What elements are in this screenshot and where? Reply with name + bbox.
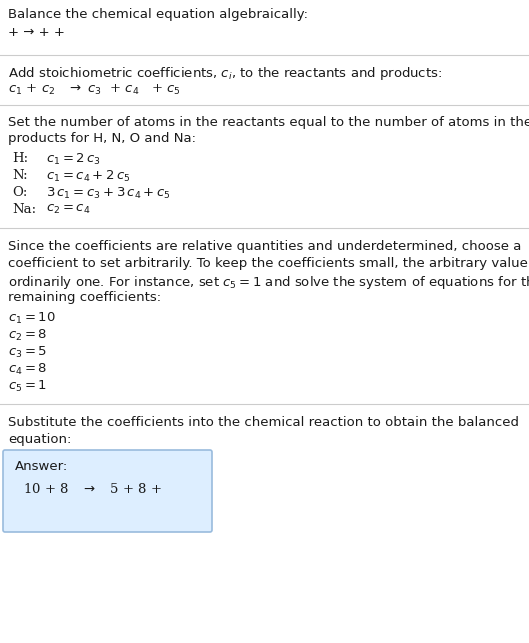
Text: $c_1$ + $c_2$   $\rightarrow$ $c_3$  + $c_4$   + $c_5$: $c_1$ + $c_2$ $\rightarrow$ $c_3$ + $c_4…	[8, 83, 181, 97]
Text: $3\,c_1 = c_3 + 3\,c_4 + c_5$: $3\,c_1 = c_3 + 3\,c_4 + c_5$	[46, 186, 171, 201]
Text: $c_4 = 8$: $c_4 = 8$	[8, 362, 47, 377]
Text: $c_5 = 1$: $c_5 = 1$	[8, 379, 47, 394]
Text: $c_1 = c_4 + 2\,c_5$: $c_1 = c_4 + 2\,c_5$	[46, 169, 131, 184]
Text: Answer:: Answer:	[15, 460, 68, 473]
Text: $c_1 = 2\,c_3$: $c_1 = 2\,c_3$	[46, 152, 101, 167]
Text: O:: O:	[12, 186, 28, 199]
Text: Balance the chemical equation algebraically:: Balance the chemical equation algebraica…	[8, 8, 308, 21]
FancyBboxPatch shape	[3, 450, 212, 532]
Text: ordinarily one. For instance, set $c_5 = 1$ and solve the system of equations fo: ordinarily one. For instance, set $c_5 =…	[8, 274, 529, 291]
Text: Add stoichiometric coefficients, $c_i$, to the reactants and products:: Add stoichiometric coefficients, $c_i$, …	[8, 65, 442, 82]
Text: equation:: equation:	[8, 433, 71, 446]
Text: $c_1 = 10$: $c_1 = 10$	[8, 311, 56, 326]
Text: coefficient to set arbitrarily. To keep the coefficients small, the arbitrary va: coefficient to set arbitrarily. To keep …	[8, 257, 529, 270]
Text: products for H, N, O and Na:: products for H, N, O and Na:	[8, 132, 196, 145]
Text: $c_2 = c_4$: $c_2 = c_4$	[46, 203, 90, 216]
Text: remaining coefficients:: remaining coefficients:	[8, 291, 161, 304]
Text: $c_2 = 8$: $c_2 = 8$	[8, 328, 47, 343]
Text: Substitute the coefficients into the chemical reaction to obtain the balanced: Substitute the coefficients into the che…	[8, 416, 519, 429]
Text: Na:: Na:	[12, 203, 36, 216]
Text: N:: N:	[12, 169, 28, 182]
Text: $c_3 = 5$: $c_3 = 5$	[8, 345, 47, 360]
Text: H:: H:	[12, 152, 28, 165]
Text: Set the number of atoms in the reactants equal to the number of atoms in the: Set the number of atoms in the reactants…	[8, 116, 529, 129]
Text: Since the coefficients are relative quantities and underdetermined, choose a: Since the coefficients are relative quan…	[8, 240, 522, 253]
Text: 10 + 8   $\rightarrow$   5 + 8 +: 10 + 8 $\rightarrow$ 5 + 8 +	[15, 482, 162, 496]
Text: + → + +: + → + +	[8, 26, 65, 39]
